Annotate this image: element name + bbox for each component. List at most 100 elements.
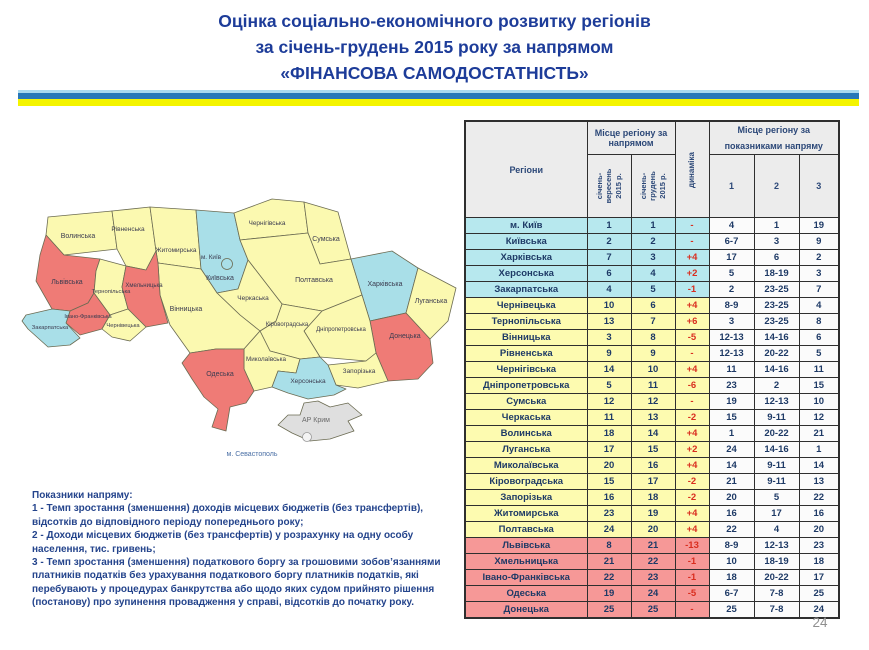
dynamics-cell: - — [674, 233, 710, 250]
indicator-2-cell: 20-22 — [753, 569, 800, 586]
place-jan-dec-cell: 4 — [630, 265, 676, 282]
indicator-1-cell: 21 — [708, 473, 755, 490]
place-jan-sep-cell: 10 — [586, 297, 632, 314]
indicator-1-cell: 25 — [708, 601, 755, 619]
table-row: Рівненська 9 9-12-13 20-22 5 — [464, 345, 840, 362]
place-jan-dec-cell: 19 — [630, 505, 676, 522]
indicator-1-cell: 16 — [708, 505, 755, 522]
indicator-3-cell: 7 — [798, 281, 840, 298]
indicator-2-cell: 18-19 — [753, 265, 800, 282]
place-jan-dec-cell: 23 — [630, 569, 676, 586]
table-row: Миколаївська 20 16 +4 14 9-11 14 — [464, 457, 840, 474]
table-row: Запорізька 16 18 -2 20 5 22 — [464, 489, 840, 506]
indicator-1-cell: 11 — [708, 361, 755, 378]
region-name-cell: Івано-Франківська — [464, 569, 588, 586]
indicator-3-cell: 12 — [798, 409, 840, 426]
indicator-2-cell: 14-16 — [753, 329, 800, 346]
flag-stripe-blue — [18, 93, 859, 99]
dynamics-cell: +2 — [674, 441, 710, 458]
header-period-jan-dec: січень- грудень 2015 р. — [630, 154, 676, 218]
place-jan-sep-cell: 14 — [586, 361, 632, 378]
table-row: Закарпатська 4 5 -1 2 23-25 7 — [464, 281, 840, 298]
place-jan-sep-cell: 13 — [586, 313, 632, 330]
table-row: Київська 2 2-6-7 3 9 — [464, 233, 840, 250]
place-jan-dec-cell: 13 — [630, 409, 676, 426]
map-region-crimea — [277, 400, 363, 442]
region-name-cell: Хмельницька — [464, 553, 588, 570]
indicator-1-cell: 10 — [708, 553, 755, 570]
place-jan-dec-cell: 14 — [630, 425, 676, 442]
indicator-1-cell: 8-9 — [708, 297, 755, 314]
place-jan-dec-cell: 18 — [630, 489, 676, 506]
slide-title: Оцінка соціально-економічного розвитку р… — [0, 8, 869, 86]
table-row: Полтавська 24 20 +4 22 4 20 — [464, 521, 840, 538]
header-period-jan-sep: січень- вересень 2015 р. — [586, 154, 632, 218]
notes-heading: Показники напряму: — [32, 490, 133, 501]
place-jan-dec-cell: 20 — [630, 521, 676, 538]
indicator-3-cell: 20 — [798, 521, 840, 538]
region-name-cell: Волинська — [464, 425, 588, 442]
place-jan-dec-cell: 17 — [630, 473, 676, 490]
map-region-label-chernihiv: Чернігівська — [248, 219, 285, 227]
region-name-cell: Донецька — [464, 601, 588, 619]
page-number: 24 — [812, 615, 828, 630]
map-region-label-odesa: Одеська — [206, 371, 234, 378]
flag-stripe — [18, 90, 859, 106]
indicator-3-cell: 9 — [798, 233, 840, 250]
notes-items: 1 - Темп зростання (зменшення) доходів м… — [32, 502, 460, 609]
header-indicator-1: 1 — [708, 154, 755, 218]
header-indicator-2: 2 — [753, 154, 800, 218]
indicator-1-cell: 8-9 — [708, 537, 755, 554]
indicator-1-cell: 24 — [708, 441, 755, 458]
dynamics-cell: -2 — [674, 489, 710, 506]
indicator-3-cell: 8 — [798, 313, 840, 330]
place-jan-dec-cell: 22 — [630, 553, 676, 570]
map-region-label-chernivtsi: Чернівецька — [106, 323, 140, 329]
indicator-3-cell: 25 — [798, 585, 840, 602]
indicator-1-cell: 2 — [708, 281, 755, 298]
place-jan-sep-cell: 3 — [586, 329, 632, 346]
indicator-1-cell: 6-7 — [708, 233, 755, 250]
indicator-2-cell: 17 — [753, 505, 800, 522]
dynamics-cell: - — [674, 217, 710, 234]
indicator-2-cell: 4 — [753, 521, 800, 538]
dynamics-cell: +6 — [674, 313, 710, 330]
place-jan-dec-cell: 9 — [630, 345, 676, 362]
map-region-label-poltava: Полтавська — [295, 277, 333, 284]
indicator-1-cell: 6-7 — [708, 585, 755, 602]
place-jan-dec-cell: 15 — [630, 441, 676, 458]
table-row: Чернівецька 10 6 +4 8-9 23-25 4 — [464, 297, 840, 314]
note-item: 2 - Доходи місцевих бюджетів (без трансф… — [32, 530, 414, 555]
place-jan-dec-cell: 24 — [630, 585, 676, 602]
indicator-1-cell: 22 — [708, 521, 755, 538]
map-region-label-zaporizhzhia: Запорізька — [343, 367, 376, 375]
notes-block: Показники напряму: 1 - Темп зростання (з… — [32, 489, 460, 610]
map-container: Волинська Рівненська Житомирська Київська Че… — [20, 165, 460, 475]
place-jan-dec-cell: 6 — [630, 297, 676, 314]
note-item: 3 - Темп зростання (зменшення) податково… — [32, 557, 441, 609]
place-jan-sep-cell: 5 — [586, 377, 632, 394]
map-region-odesa — [181, 348, 255, 432]
dynamics-cell: +4 — [674, 457, 710, 474]
indicator-2-cell: 7-8 — [753, 601, 800, 619]
map-kyiv-city-label: м. Київ — [201, 254, 222, 261]
indicator-2-cell: 12-13 — [753, 537, 800, 554]
region-name-cell: Луганська — [464, 441, 588, 458]
place-jan-sep-cell: 9 — [586, 345, 632, 362]
table-row: Дніпропетровська 5 11 -6 23 2 15 — [464, 377, 840, 394]
dynamics-cell: - — [674, 393, 710, 410]
dynamics-cell: +4 — [674, 505, 710, 522]
map-region-label-kirovohrad: Кіровоградська — [266, 322, 309, 328]
map-region-label-kherson: Херсонська — [290, 378, 326, 385]
indicator-3-cell: 13 — [798, 473, 840, 490]
indicator-1-cell: 12-13 — [708, 329, 755, 346]
map-region-khmelnytskyi — [121, 250, 169, 328]
map-region-volyn — [45, 210, 118, 256]
header-period-jan-sep-label: січень- вересень 2015 р. — [594, 168, 623, 204]
place-jan-dec-cell: 12 — [630, 393, 676, 410]
header-period-jan-dec-label: січень- грудень 2015 р. — [638, 171, 667, 201]
map-region-label-dnipro: Дніпропетровська — [316, 327, 366, 333]
header-group-indicators: Місце регіону за показниками напряму — [708, 120, 840, 155]
region-name-cell: Житомирська — [464, 505, 588, 522]
